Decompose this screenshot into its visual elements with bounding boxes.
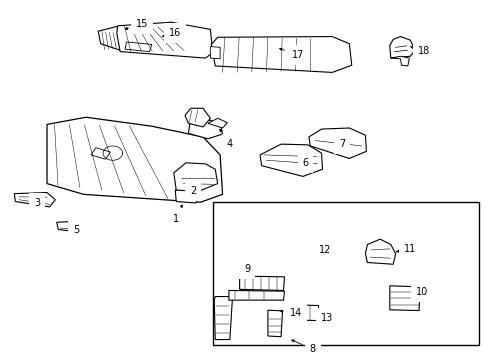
Text: 4: 4 <box>219 129 232 149</box>
Text: 9: 9 <box>244 264 251 275</box>
Text: 13: 13 <box>320 313 333 323</box>
Text: 16: 16 <box>162 28 181 38</box>
Polygon shape <box>210 46 220 59</box>
Polygon shape <box>117 22 212 58</box>
Polygon shape <box>228 291 284 300</box>
Text: 10: 10 <box>415 287 427 297</box>
Text: 3: 3 <box>34 198 40 208</box>
Polygon shape <box>125 42 152 51</box>
Polygon shape <box>214 297 232 339</box>
Polygon shape <box>389 286 419 311</box>
Text: 14: 14 <box>280 308 301 318</box>
Text: 18: 18 <box>409 46 429 56</box>
Polygon shape <box>319 243 332 256</box>
Text: 5: 5 <box>73 225 79 235</box>
Polygon shape <box>98 27 136 50</box>
Polygon shape <box>175 189 200 203</box>
Polygon shape <box>173 163 217 192</box>
Polygon shape <box>389 37 414 58</box>
Polygon shape <box>239 276 284 291</box>
Text: 15: 15 <box>125 19 148 30</box>
Polygon shape <box>260 144 322 176</box>
Text: 2: 2 <box>190 186 196 196</box>
Text: 7: 7 <box>338 139 345 149</box>
Polygon shape <box>91 148 110 159</box>
Text: 8: 8 <box>291 340 315 354</box>
Polygon shape <box>211 37 351 72</box>
Polygon shape <box>47 117 222 202</box>
Text: 17: 17 <box>279 48 304 60</box>
Text: 12: 12 <box>318 245 330 255</box>
Bar <box>212 202 478 345</box>
Polygon shape <box>289 305 318 320</box>
Polygon shape <box>184 108 210 127</box>
Polygon shape <box>390 56 408 66</box>
Text: 6: 6 <box>301 158 308 168</box>
Polygon shape <box>188 120 222 139</box>
Polygon shape <box>267 310 282 337</box>
Polygon shape <box>57 221 81 231</box>
Polygon shape <box>308 128 366 158</box>
Polygon shape <box>207 118 227 128</box>
Text: 1: 1 <box>173 205 182 224</box>
Polygon shape <box>14 193 55 207</box>
Text: 11: 11 <box>396 244 416 254</box>
Polygon shape <box>365 239 395 264</box>
